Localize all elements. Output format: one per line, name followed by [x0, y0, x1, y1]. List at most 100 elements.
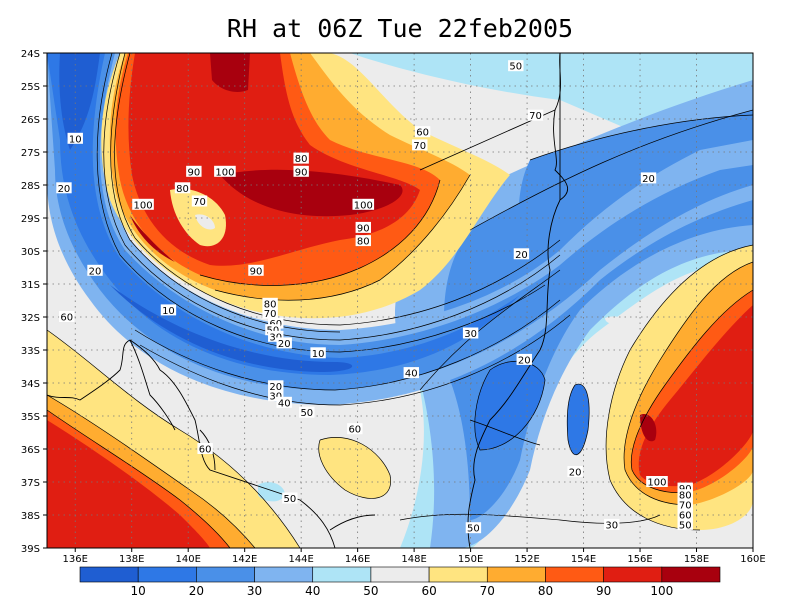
- contour-label-bg: [646, 476, 668, 487]
- contour-label-bg: [677, 489, 693, 501]
- contour-label-text: 70: [193, 197, 206, 208]
- contour-label-text: 50: [509, 62, 522, 73]
- lon-tick-label: 152E: [514, 554, 539, 565]
- rh-0-10-northwest: [59, 53, 100, 150]
- colorbar-label: 80: [538, 584, 553, 598]
- axis-ticks: 136E 138E 140E 142E 144E 146E 148E 150E 152E 154E…: [21, 49, 766, 565]
- rh-40-50-patch: [258, 482, 285, 502]
- contour-label-text: 60: [416, 128, 429, 139]
- contour-label-text: 40: [405, 369, 418, 380]
- contour-label-bg: [59, 311, 75, 322]
- contour-label-text: 100: [215, 167, 234, 178]
- colorbar-label: 30: [247, 584, 262, 598]
- contour-label: 60: [59, 311, 75, 324]
- rh-60-70-patch: [318, 437, 391, 499]
- contour-label: 20: [268, 380, 284, 393]
- colorbar-label: 20: [189, 584, 204, 598]
- contour-label: 100: [214, 165, 236, 178]
- contour-label-bg: [276, 337, 292, 349]
- contour-label-bg: [262, 307, 278, 319]
- lat-tick-label: 30S: [21, 247, 40, 258]
- coastline: [47, 53, 569, 548]
- contour-label-bg: [87, 264, 103, 276]
- colorbar-swatch: [137, 566, 197, 583]
- contour-label-bg: [262, 297, 278, 309]
- contour-label-text: 80: [357, 237, 370, 248]
- contour-label: 10: [160, 304, 177, 317]
- contour-label: 90: [293, 165, 309, 178]
- lon-tick-label: 160E: [740, 554, 765, 565]
- contour-label: 70: [412, 139, 428, 152]
- contour-label-bg: [640, 172, 657, 184]
- contour-label-text: 50: [679, 520, 692, 531]
- contour-label-bg: [310, 347, 326, 359]
- contour-label: 30: [268, 390, 284, 403]
- colorbar-label: 70: [480, 584, 495, 598]
- contour-label: 90: [355, 221, 371, 234]
- contour-label: 30: [462, 327, 479, 340]
- contour-label-text: 100: [647, 478, 666, 489]
- contour-label: 80: [677, 489, 693, 502]
- lat-tick-label: 31S: [21, 280, 40, 291]
- lon-tick-label: 156E: [627, 554, 652, 565]
- contour-label-text: 80: [176, 184, 189, 195]
- colorbar-swatch: [370, 566, 430, 583]
- contour-label-text: 90: [250, 266, 263, 277]
- contour-label-text: 20: [515, 250, 528, 261]
- lat-tick-label: 39S: [21, 544, 40, 555]
- contour-label-text: 80: [264, 299, 277, 310]
- contour-label-text: 10: [312, 349, 325, 360]
- contour-label-text: 70: [264, 309, 277, 320]
- lon-tick-label: 148E: [401, 554, 426, 565]
- lon-tick-label: 150E: [458, 554, 483, 565]
- contour-label-bg: [293, 152, 309, 164]
- contour-label: 20: [276, 337, 292, 350]
- contour-label-text: 60: [348, 425, 361, 436]
- contour-label-bg: [347, 423, 363, 435]
- colorbar-swatch: [545, 566, 604, 583]
- lat-tick-label: 27S: [21, 148, 40, 159]
- map-title: RH at 06Z Tue 22feb2005: [226, 14, 574, 43]
- lon-tick-label: 144E: [288, 554, 313, 565]
- rh-100-core-north: [210, 53, 250, 92]
- colorbar-label: 40: [305, 584, 320, 598]
- contour-label-bg: [508, 60, 524, 72]
- contour-label-bg: [265, 324, 281, 336]
- rh-0-10-arc: [110, 285, 353, 372]
- contour-label: 80: [355, 235, 371, 248]
- contour-label-text: 90: [295, 167, 308, 178]
- plot-frame: [46, 52, 754, 549]
- contour-label-bg: [268, 390, 284, 402]
- lon-tick-label: 154E: [571, 554, 596, 565]
- rh-60-small-spot: [605, 316, 625, 325]
- contour-lines: [47, 53, 753, 548]
- contour-label-text: 80: [679, 491, 692, 502]
- contour-label-bg: [677, 518, 693, 530]
- colorbar-swatch: [196, 566, 255, 583]
- contour-label-text: 30: [605, 520, 618, 531]
- contour-label: 60: [414, 126, 431, 139]
- contour-label-text: 60: [60, 313, 73, 324]
- contour-label-bg: [516, 353, 532, 365]
- lat-tick-label: 38S: [21, 511, 40, 522]
- contour-label-text: 10: [69, 134, 82, 145]
- colorbar-label: 60: [421, 584, 436, 598]
- colorbar-label: 50: [363, 584, 378, 598]
- contour-label: 100: [646, 476, 668, 489]
- contour-label: 50: [677, 518, 693, 531]
- contour-label: 50: [282, 492, 298, 505]
- contour-label: 50: [299, 406, 315, 419]
- contour-label-text: 80: [295, 154, 308, 165]
- contour-label: 80: [262, 297, 278, 310]
- contour-label: 40: [276, 396, 292, 409]
- lat-tick-label: 26S: [21, 115, 40, 126]
- contour-label: 80: [293, 152, 309, 165]
- contour-label: 50: [465, 522, 482, 535]
- contour-label-bg: [282, 492, 298, 504]
- contour-label-bg: [414, 126, 431, 138]
- lat-lon-grid: [47, 53, 753, 548]
- lat-tick-label: 36S: [21, 445, 40, 456]
- contour-label: 80: [174, 182, 191, 195]
- contour-label-bg: [513, 248, 530, 260]
